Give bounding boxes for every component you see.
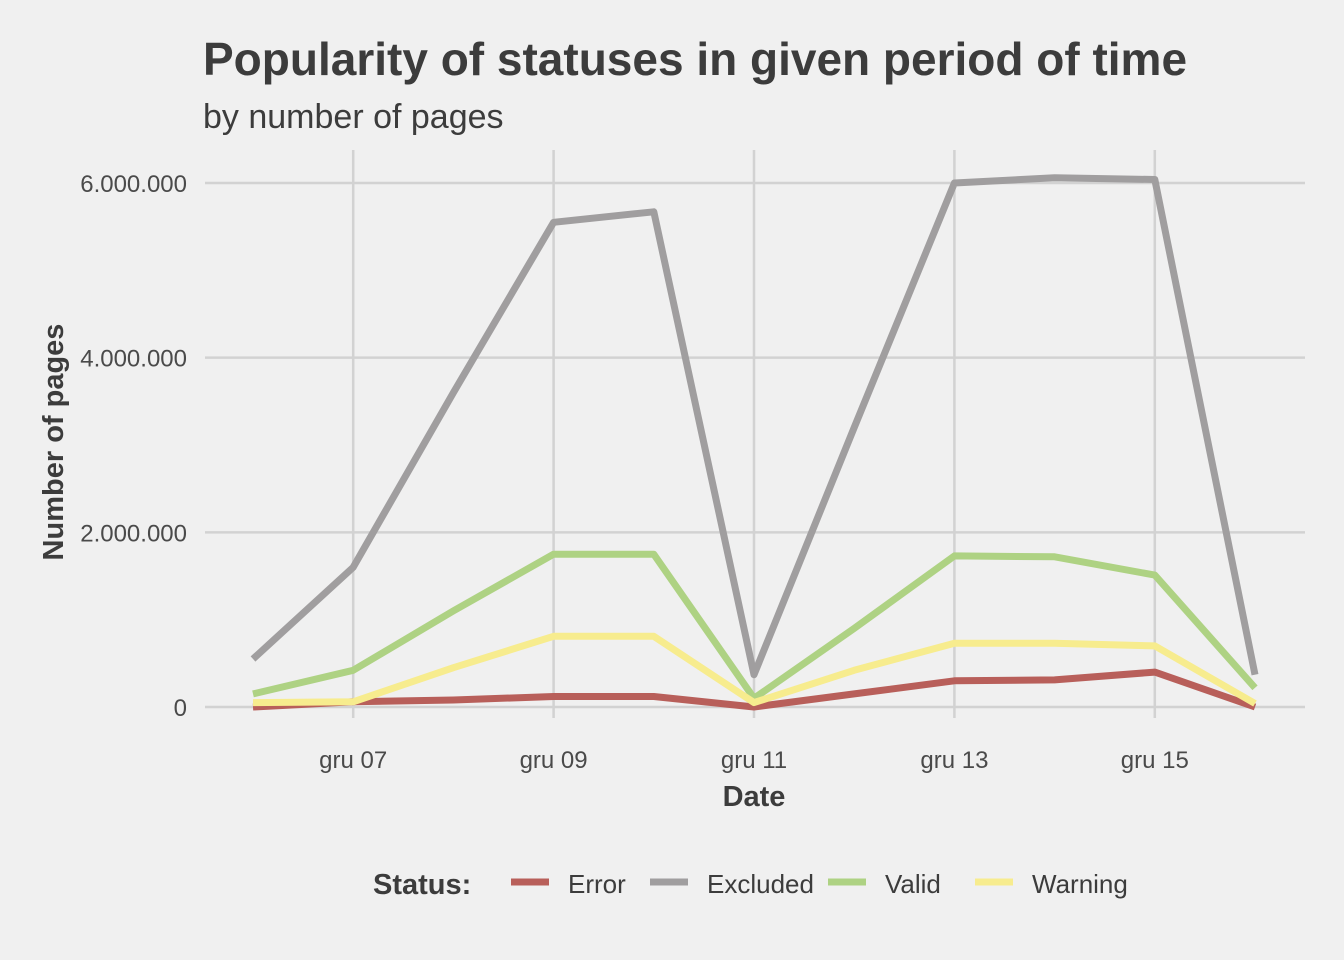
chart-title: Popularity of statuses in given period o… [203, 33, 1187, 85]
legend-title: Status: [373, 869, 471, 901]
x-tick-label: gru 15 [1121, 747, 1189, 774]
chart-subtitle: by number of pages [203, 98, 504, 136]
series-line-valid [252, 550, 1258, 702]
y-tick-label: 6.000.000 [80, 171, 187, 198]
x-axis-ticks: gru 07 gru 09 gru 11 gru 13 gru 15 [319, 747, 1189, 774]
series-line-excluded [250, 174, 1259, 679]
legend: Status: Error Excluded Valid Warning [373, 869, 1128, 901]
y-tick-label: 2.000.000 [80, 520, 187, 547]
series-lines [250, 174, 1259, 711]
series-line-error [252, 668, 1257, 711]
legend-label: Warning [1032, 869, 1128, 899]
x-tick-label: gru 09 [520, 747, 588, 774]
legend-label: Valid [885, 869, 941, 899]
legend-label: Error [568, 869, 626, 899]
x-tick-label: gru 13 [920, 747, 988, 774]
legend-item-warning: Warning [975, 869, 1128, 899]
x-tick-label: gru 07 [319, 747, 387, 774]
x-tick-label: gru 11 [721, 747, 787, 774]
legend-item-valid: Valid [828, 869, 941, 899]
y-tick-label: 4.000.000 [80, 346, 187, 373]
legend-label: Excluded [707, 869, 814, 899]
legend-item-excluded: Excluded [650, 869, 814, 899]
legend-item-error: Error [511, 869, 626, 899]
x-axis-title: Date [723, 781, 786, 813]
series-line-warning [252, 632, 1257, 707]
y-axis-title: Number of pages [38, 324, 70, 561]
y-axis-ticks: 0 2.000.000 4.000.000 6.000.000 [80, 171, 187, 722]
grid [205, 150, 1305, 718]
y-tick-label: 0 [174, 695, 187, 722]
